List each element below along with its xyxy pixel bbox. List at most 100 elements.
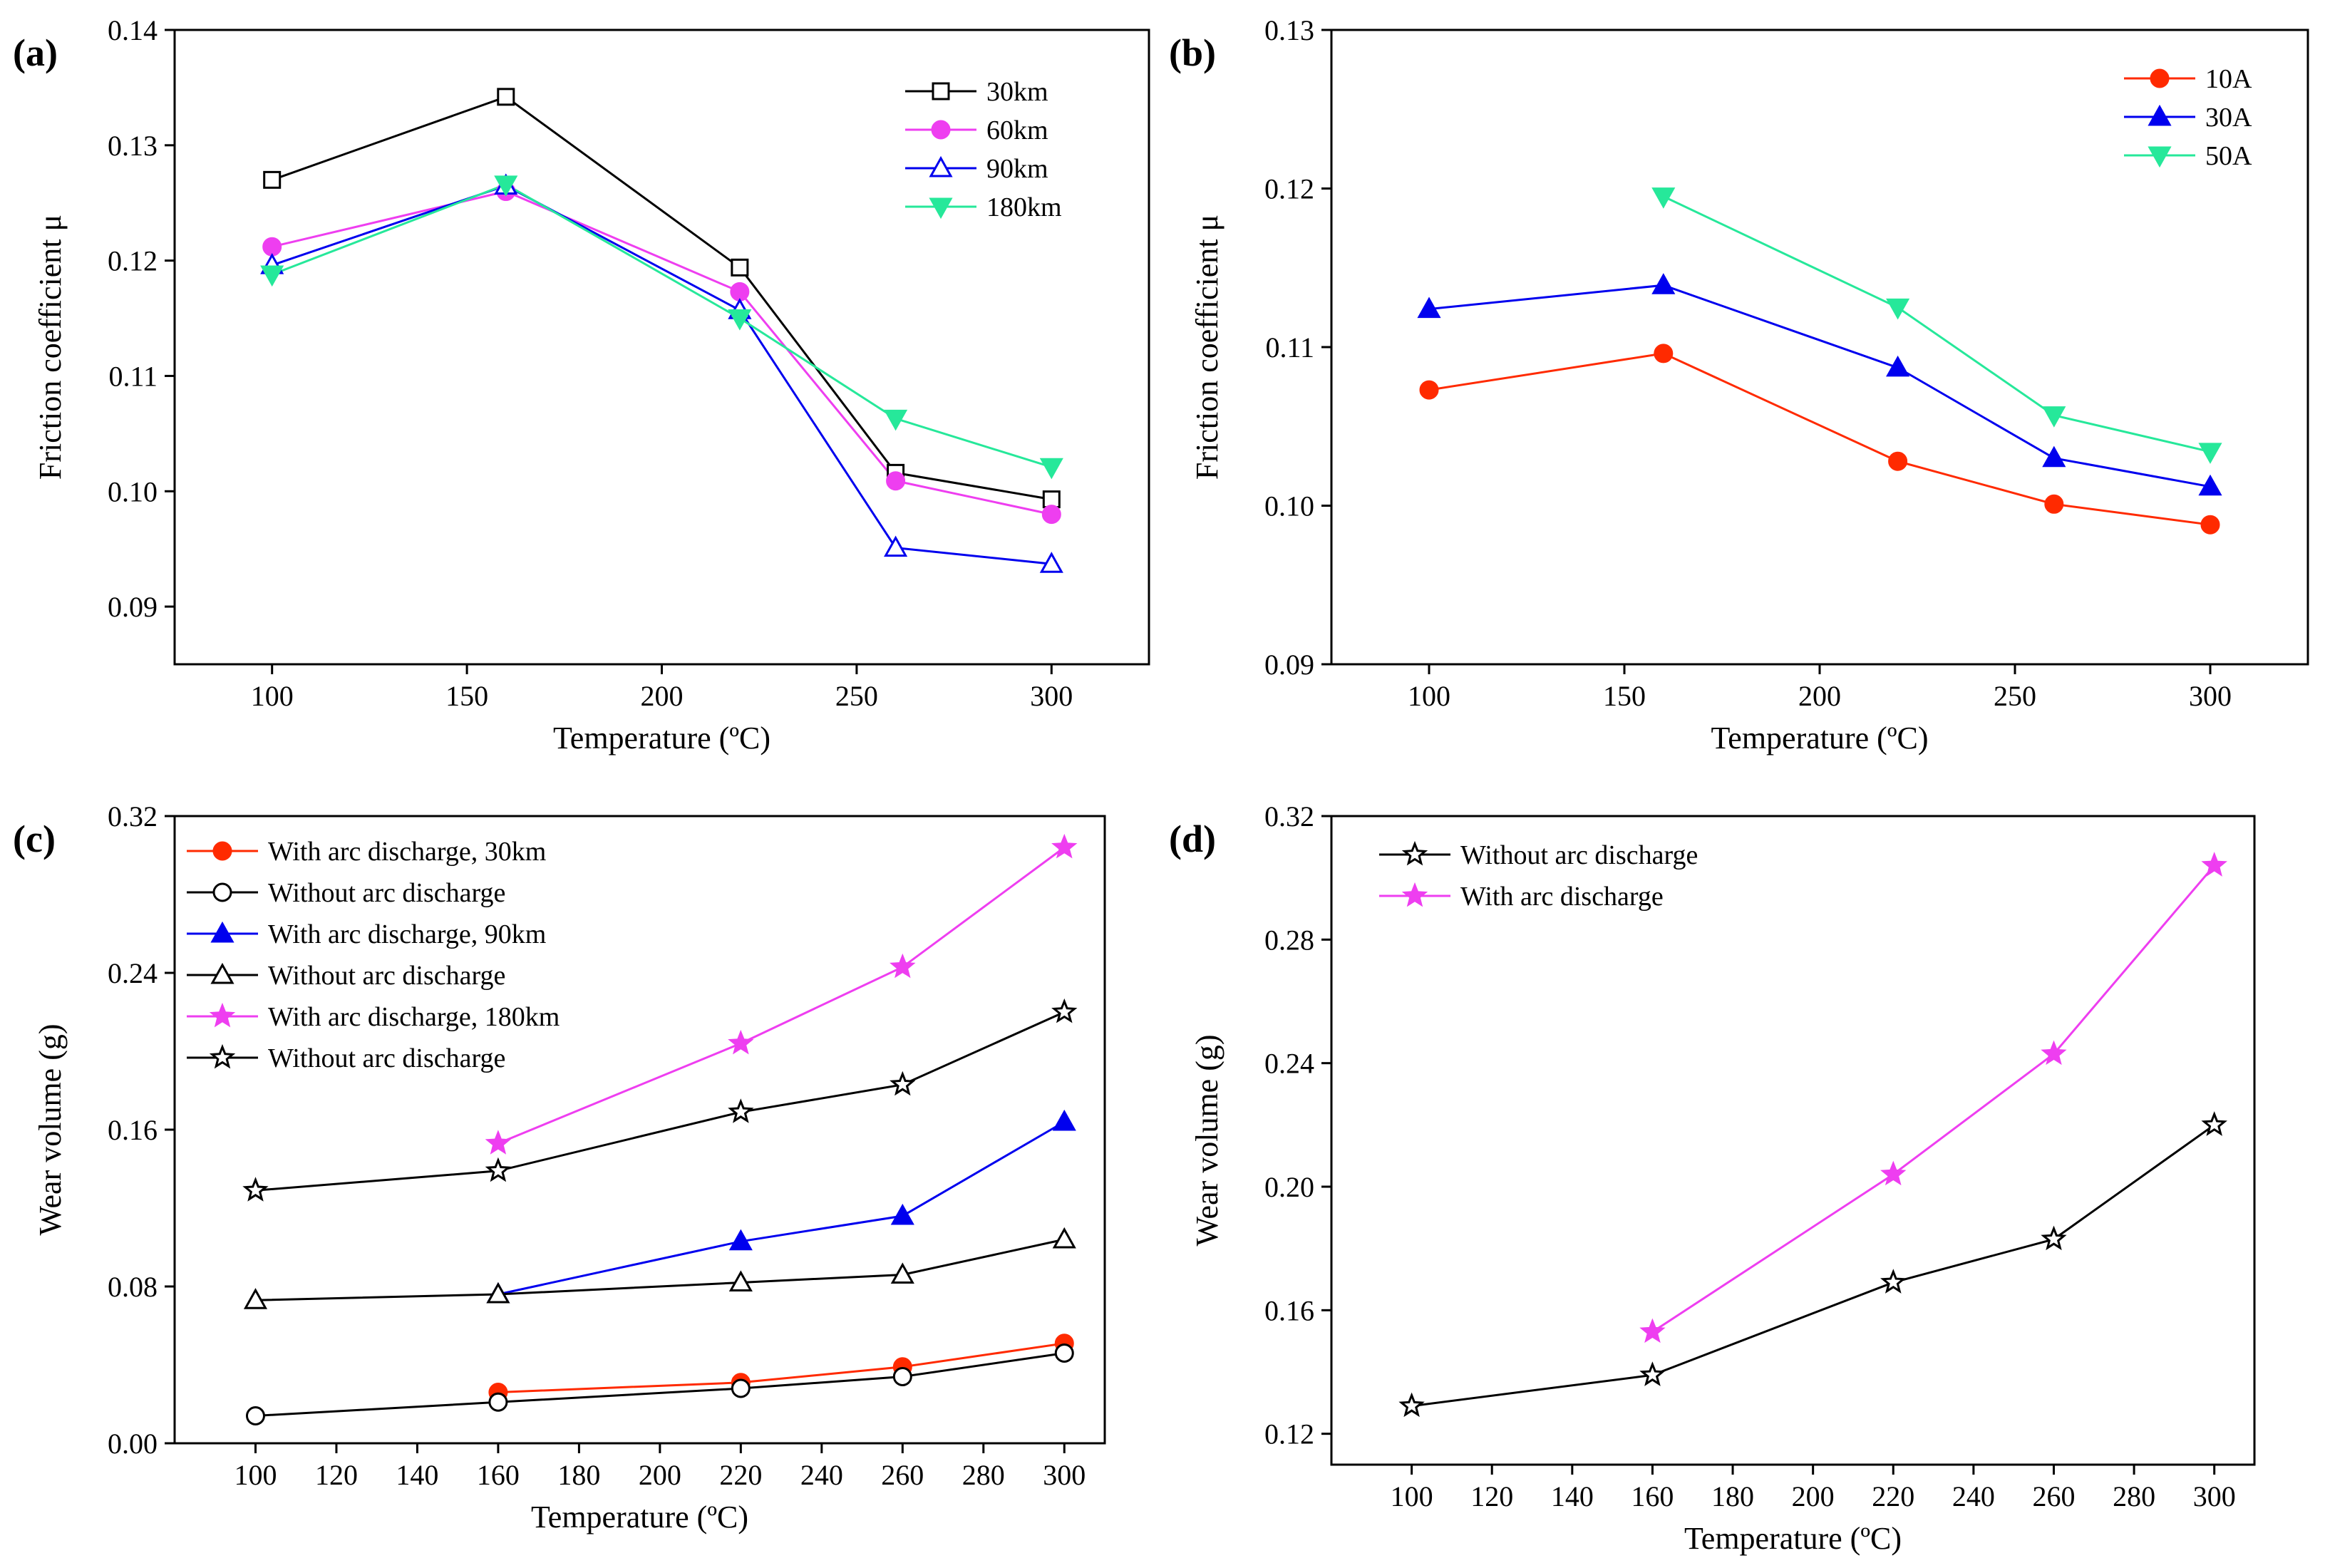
legend-label: 50A [2205,141,2252,171]
panel-label: (a) [13,31,58,74]
panel-label: (b) [1169,31,1216,74]
legend-marker [1401,840,1428,866]
data-point [728,1098,754,1123]
x-tick-label: 160 [477,1459,520,1491]
data-point [1651,273,1676,294]
y-tick-label: 0.24 [1264,1048,1314,1080]
x-axis-title: Temperature (ºC) [553,721,770,755]
legend-label: 180km [986,192,1062,222]
series-line [272,96,1052,501]
x-tick-label: 150 [1603,680,1646,712]
data-point [2044,494,2064,514]
y-tick-label: 0.28 [1264,924,1314,956]
x-tick-label: 150 [445,680,488,712]
data-point [728,309,752,331]
data-point [2042,445,2066,468]
x-tick-label: 180 [557,1459,600,1491]
series-line [1651,865,2215,1333]
data-point [2198,474,2222,496]
legend-marker [210,962,234,984]
data-point [2198,443,2222,464]
data-point [2042,406,2066,428]
y-tick-label: 0.20 [1264,1171,1314,1203]
plot-frame [173,815,1106,1445]
legend-marker [209,1043,236,1069]
data-point [260,265,284,287]
data-point [1886,298,1910,320]
legend-label: 10A [2205,64,2252,94]
x-tick-label: 120 [315,1459,358,1491]
legend-marker [210,921,234,943]
y-tick-label: 0.14 [108,14,158,46]
data-point [892,1367,912,1386]
data-point [2041,1040,2067,1066]
data-point [1051,998,1078,1023]
x-tick-label: 100 [234,1459,277,1491]
data-point [1419,380,1439,400]
y-tick-label: 0.09 [108,591,158,623]
y-tick-label: 0.10 [1264,490,1314,522]
plot-frame [1330,815,2256,1466]
data-point [890,953,916,979]
series-line [498,1120,1066,1296]
legend-marker [932,82,950,100]
legend-marker [2148,104,2172,126]
data-point [890,1203,914,1225]
y-tick-label: 0.11 [108,360,158,392]
legend: 30km 60km 90km 180km [905,77,1062,222]
legend-marker [931,120,951,140]
series-line [498,1342,1065,1393]
data-point [1886,355,1910,377]
x-tick-label: 300 [2193,1480,2236,1512]
data-point [262,237,282,257]
y-axis-title: Wear volume (g) [33,1024,68,1236]
legend-label: Without arc discharge [268,878,505,908]
x-tick-label: 250 [1994,680,2036,712]
data-point [728,1029,754,1055]
series-line [1428,284,2211,488]
data-point [245,1406,265,1425]
data-point [1052,1109,1076,1131]
chart-panel-b: (b) 100 150 200 250 300 0.09 0.10 0.11 0.12 0.13 Te… [1169,14,2309,755]
legend: With arc discharge, 30km Without arc disc… [187,837,560,1073]
data-point [486,1281,510,1304]
data-point [2201,852,2227,877]
series-line [1411,1124,2215,1408]
x-tick-label: 180 [1711,1480,1754,1512]
panel-label: (c) [13,817,56,860]
data-point [1654,344,1674,363]
data-point [1417,296,1441,319]
x-tick-label: 200 [1792,1480,1835,1512]
legend-label: Without arc discharge [268,1043,505,1073]
legend-label: Without arc discharge [268,961,505,991]
y-tick-label: 0.08 [108,1271,158,1303]
data-point [890,1262,914,1284]
legend-label: With arc discharge, 90km [268,919,546,949]
y-tick-label: 0.00 [108,1428,158,1460]
data-point [1041,505,1061,525]
x-axis-title: Temperature (ºC) [531,1500,748,1535]
x-tick-label: 240 [1952,1480,1995,1512]
legend-label: With arc discharge, 180km [268,1002,560,1032]
x-tick-label: 280 [2113,1480,2155,1512]
data-point [728,1270,753,1291]
x-tick-label: 300 [1043,1459,1086,1491]
x-tick-label: 200 [1798,680,1841,712]
series-line [1428,352,2211,526]
series-line [255,1238,1065,1301]
data-point [497,88,515,106]
y-tick-label: 0.09 [1264,649,1314,681]
data-point [1398,1392,1425,1418]
x-tick-label: 280 [962,1459,1005,1491]
legend-label: 60km [986,115,1048,145]
legend-marker [1401,882,1428,907]
legend-label: 90km [986,154,1048,184]
legend-label: Without arc discharge [1460,840,1698,870]
x-tick-label: 250 [835,680,878,712]
panel-label: (d) [1169,817,1216,860]
y-tick-label: 0.24 [108,957,158,989]
data-point [886,471,906,491]
data-point [488,1392,508,1412]
legend-label: 30km [986,77,1048,107]
